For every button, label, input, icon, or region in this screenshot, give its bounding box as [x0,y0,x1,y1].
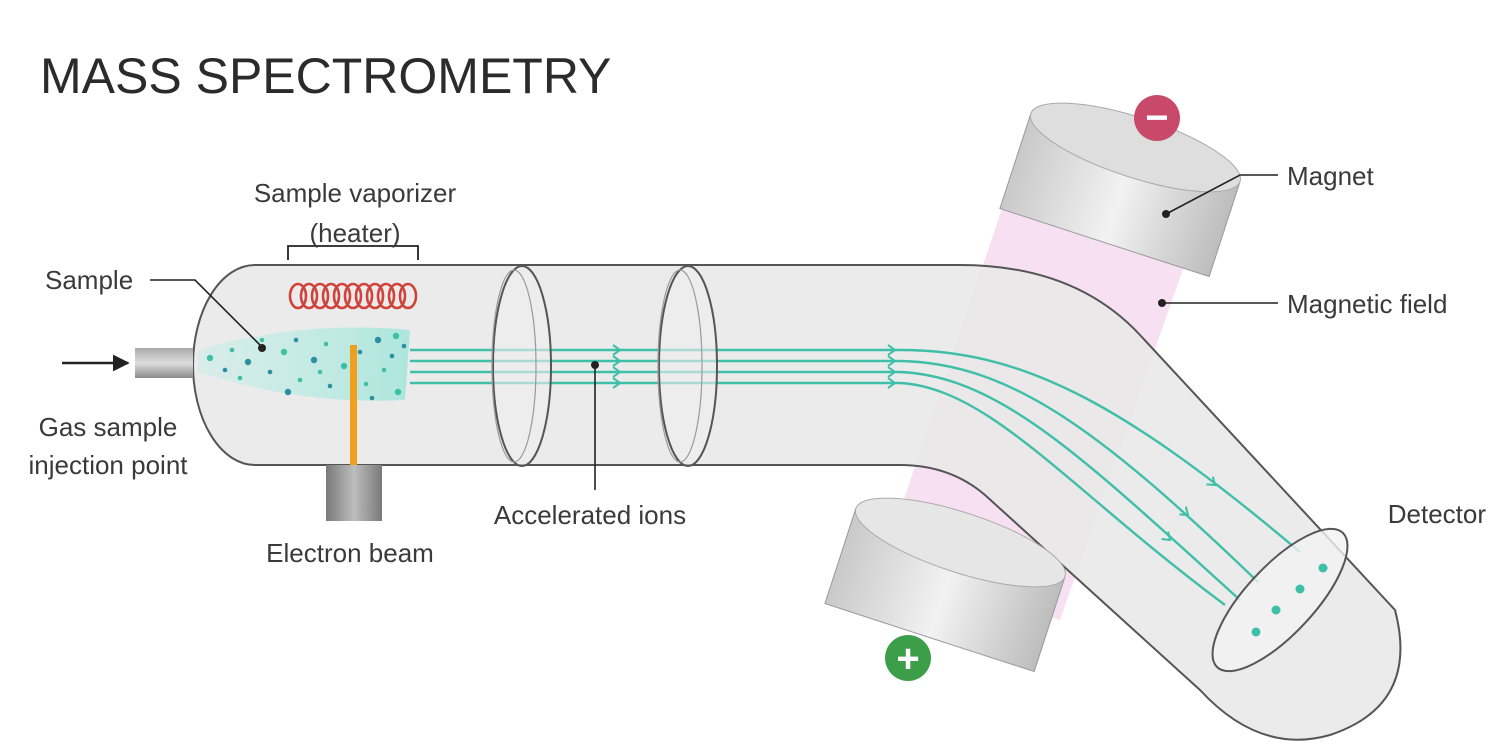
heater-coil-loop [343,282,363,310]
magnet-leader-dot [1162,210,1170,218]
negative-pole-icon [1134,95,1180,141]
heater-coil-loop [398,282,418,310]
detector-hit [1251,627,1261,637]
sample-particle [237,375,243,381]
page-title: MASS SPECTROMETRY [40,48,611,104]
beam-direction-arrow [887,377,897,389]
magnet-north [999,102,1241,278]
detector-plate [1211,527,1349,673]
beam-direction-arrow [1206,476,1217,487]
sample-particle [374,336,382,344]
sample-particle [259,337,265,343]
sample-particle [369,395,375,401]
sample-particle [401,343,407,349]
vaporizer-bracket [287,245,419,260]
vaporizer-label-line2: (heater) [309,218,400,248]
heater-coil-loop [332,282,352,310]
beam-direction-arrow [612,366,622,378]
ion-beam-path [410,348,1301,553]
detector-hit [1271,605,1281,615]
sample-particle [297,377,303,383]
injection-nozzle [135,348,193,378]
heater-coil-loop [354,282,374,310]
heater-coil-loop [365,282,385,310]
sample-particle [310,356,318,364]
magnetic-field-leader-dot [1158,299,1166,307]
beam-direction-arrow [887,355,897,367]
sample-particle [280,348,288,356]
sample-particles [206,332,407,401]
beam-direction-arrow [887,366,897,378]
sample-particle [381,367,387,373]
heater-coil-loop [299,282,319,310]
sample-particle [317,369,323,375]
magnetic-field-label: Magnetic field [1287,289,1447,319]
detector-label: Detector [1388,499,1487,529]
heater-coil-loop [387,282,407,310]
sample-particle [394,388,402,396]
electron-gun [326,465,382,521]
sample-particle [327,383,333,389]
sample-particle [389,353,395,359]
negative-sign: − [1145,96,1168,140]
sample-particle [229,347,235,353]
positive-pole-icon [885,635,931,681]
heater-coil-loop [376,282,396,310]
heater-coil-loop [310,282,330,310]
accelerating-plate-2 [658,265,718,467]
heater-coil [288,282,418,310]
injection-label-line1: Gas sample [39,412,178,442]
heater-coil-loop [321,282,341,310]
beam-direction-arrow [1161,531,1172,542]
sample-particle [244,358,252,366]
accelerating-plate-2-rim [657,269,703,463]
electron-beam-label: Electron beam [266,538,434,568]
accelerating-plate-1-rim [491,269,537,463]
accelerating-plate-1 [492,265,552,467]
beam-direction-arrow [1179,506,1190,517]
detector-hit [1295,584,1305,594]
electron-beam-ray [350,345,357,465]
sample-particle [284,388,292,396]
positive-sign: + [896,637,919,681]
sample-particle [392,332,400,340]
beam-direction-arrow [887,344,897,356]
ion-beam-path [410,370,1241,601]
beam-direction-arrow [612,344,622,356]
sample-particle [206,354,214,362]
heater-coil-loop [288,282,308,310]
sample-particle [357,349,363,355]
beam-direction-arrow [612,355,622,367]
sample-label: Sample [45,265,133,295]
ion-beam-path [410,381,1226,606]
sample-particle [340,362,348,370]
sample-particle [293,337,299,343]
sample-particle [267,369,273,375]
accelerated-ions-label: Accelerated ions [494,500,686,530]
magnet-leader [1167,174,1278,214]
detector-hit [1318,563,1328,573]
sample-particle [323,341,329,347]
sample-leader-dot [258,344,266,352]
injection-label-line2: injection point [29,450,189,480]
beam-arrows [612,344,1217,542]
ion-beams [410,344,1301,606]
sample-particle [222,367,228,373]
sample-leader [150,279,261,346]
accelerated-ions-leader-dot [591,361,599,369]
ion-beam-path [410,359,1259,583]
magnet-south [824,497,1066,673]
vaporizer-label-line1: Sample vaporizer [254,178,457,208]
sample-particle [363,381,369,387]
beam-direction-arrow [612,377,622,389]
magnet-label: Magnet [1287,161,1374,191]
